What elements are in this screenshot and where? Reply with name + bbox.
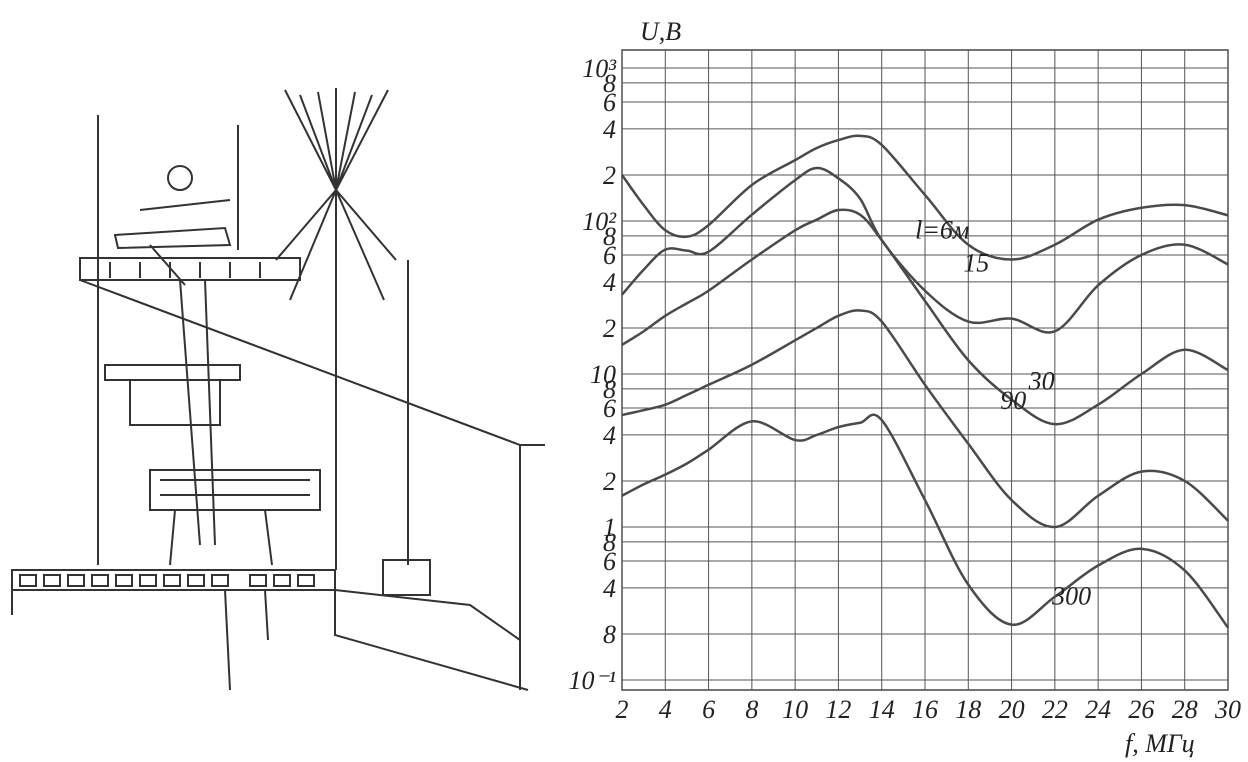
curve-label: 15 [963, 249, 989, 278]
drawing-stroke [79, 279, 545, 546]
curve [621, 166, 1229, 334]
drawing-stroke [11, 569, 336, 591]
curve-label: l=6м [915, 216, 969, 245]
x-tick-label: 10 [782, 695, 808, 724]
y-tick-label: 8 [603, 69, 616, 98]
y-tick-label: 8 [603, 620, 616, 649]
y-tick-label: 2 [603, 314, 616, 343]
y-axis-label: U,B [640, 17, 681, 46]
drawing-stroke [79, 257, 301, 281]
x-tick-label: 22 [1042, 695, 1068, 724]
x-tick-label: 28 [1172, 695, 1198, 724]
x-tick-label: 30 [1214, 695, 1241, 724]
x-tick-label: 6 [702, 695, 715, 724]
y-tick-label: 4 [603, 574, 616, 603]
y-tick-label: 4 [603, 115, 616, 144]
curve-label: 90 [1000, 386, 1026, 415]
curve [621, 309, 1229, 529]
drawing-stroke [167, 165, 193, 191]
drawing-stroke [149, 469, 321, 511]
y-tick-label: 4 [603, 268, 616, 297]
x-tick-label: 18 [955, 695, 981, 724]
y-tick-label: 4 [603, 421, 616, 450]
x-tick-label: 24 [1085, 695, 1111, 724]
x-tick-label: 16 [912, 695, 938, 724]
y-tick-label: 6 [603, 547, 616, 576]
x-tick-label: 12 [825, 695, 851, 724]
curve-label: 30 [1028, 367, 1055, 396]
y-tick-label: 8 [603, 528, 616, 557]
drawing-stroke [11, 559, 529, 691]
y-tick-label: 2 [603, 161, 616, 190]
x-tick-label: 20 [999, 695, 1025, 724]
y-tick-label: 10³ [582, 54, 617, 83]
drawing-stroke [113, 199, 232, 286]
y-tick-label: 10 [590, 360, 616, 389]
x-tick-label: 8 [745, 695, 758, 724]
y-tick-label: 6 [603, 88, 616, 117]
x-tick-label: 2 [616, 695, 629, 724]
curve [621, 208, 1229, 426]
curve-label: 300 [1051, 582, 1091, 611]
y-tick-label: 2 [603, 467, 616, 496]
drawing-stroke [104, 364, 241, 426]
drawing-stroke [169, 509, 273, 566]
curve [621, 413, 1229, 629]
y-tick-label: 10⁻¹ [568, 666, 616, 695]
ship-mast-drawing [11, 88, 545, 691]
y-tick-label: 1 [603, 513, 616, 542]
x-tick-label: 4 [659, 695, 672, 724]
x-axis-label: f, МГц [1125, 729, 1195, 758]
chart: U,B f, МГц 2 4 6 8 10 12 14 16 18 20 22 24 26 28 3010³… [568, 17, 1241, 758]
drawing-stroke [275, 88, 397, 301]
y-tick-label: 8 [603, 222, 616, 251]
curve [620, 134, 1229, 261]
x-tick-label: 26 [1128, 695, 1154, 724]
x-tick-label: 14 [869, 695, 895, 724]
y-tick-label: 8 [603, 375, 616, 404]
y-tick-label: 6 [603, 241, 616, 270]
y-tick-label: 6 [603, 394, 616, 423]
y-tick-label: 10² [582, 207, 617, 236]
